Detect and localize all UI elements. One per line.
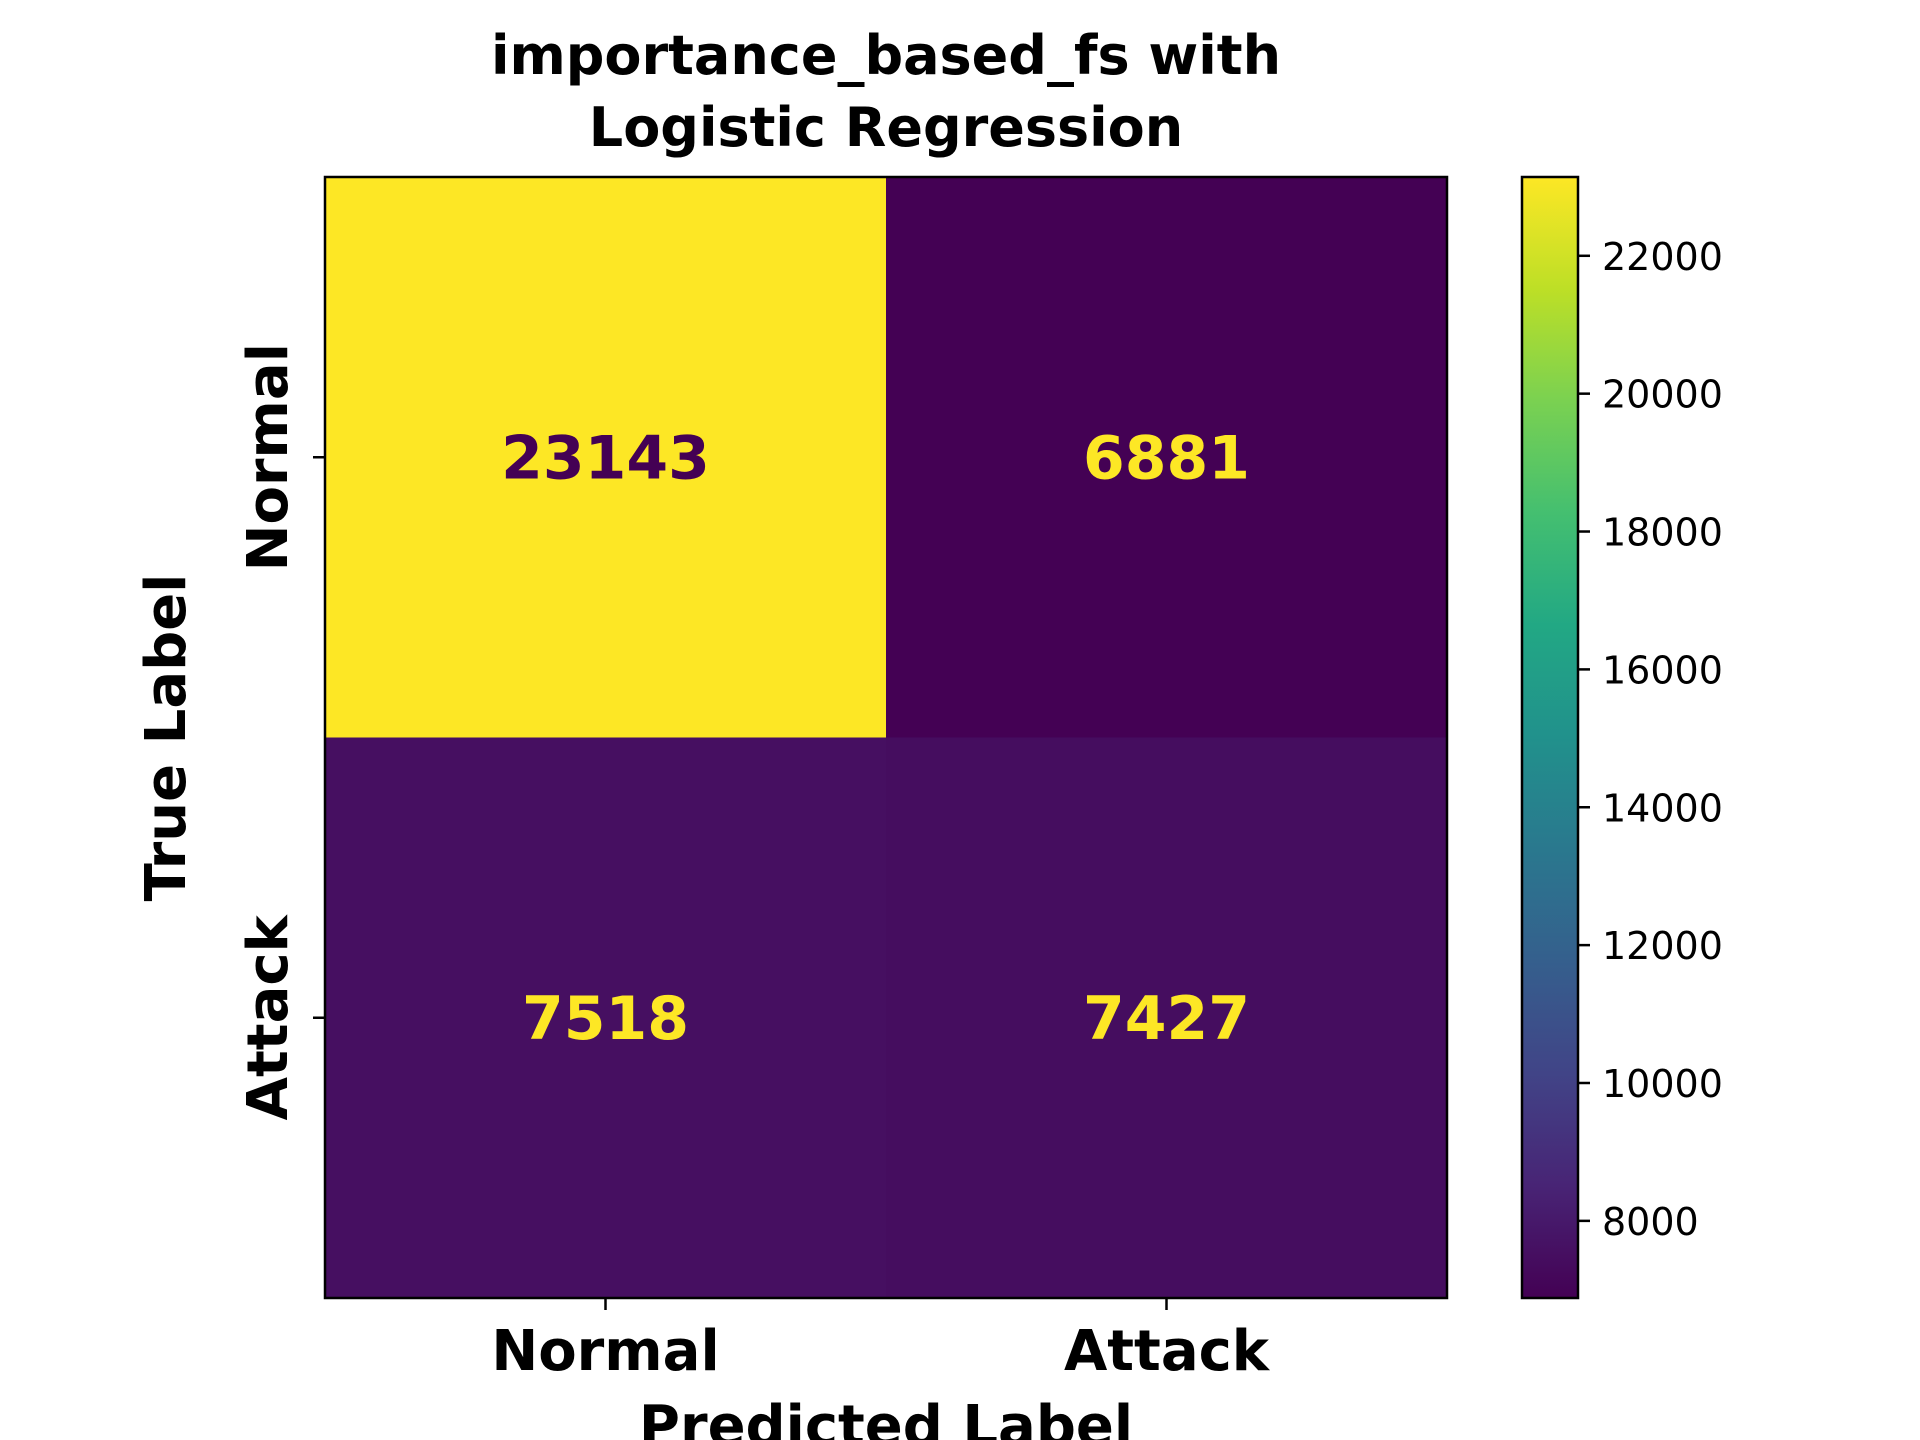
- y-tick-label: Normal: [236, 343, 301, 571]
- y-axis-label: True Label: [134, 574, 199, 902]
- chart-title: importance_based_fs with Logistic Regress…: [491, 24, 1281, 159]
- colorbar-tick-label: 10000: [1602, 1062, 1723, 1106]
- colorbar-tick-label: 14000: [1602, 786, 1723, 830]
- chart-title-line: Logistic Regression: [589, 96, 1183, 159]
- heatmap-cell: [325, 737, 887, 1299]
- colorbar-tick-label: 16000: [1602, 648, 1723, 692]
- heatmap-cells: [325, 177, 1448, 1299]
- heatmap-cell-label: 23143: [501, 423, 710, 493]
- colorbar-frame: [1520, 175, 1580, 1300]
- y-axis-ticks: Normal Attack: [236, 343, 325, 1120]
- heatmap-cell-label: 6881: [1083, 423, 1250, 493]
- x-tick-label: Attack: [1064, 1319, 1271, 1384]
- colorbar-tick-label: 20000: [1602, 373, 1723, 417]
- colorbar-tick-label: 12000: [1602, 924, 1723, 968]
- chart-title-line: importance_based_fs with: [491, 24, 1281, 87]
- plot-frame: [323, 175, 1449, 1300]
- colorbar-tick-label: 18000: [1602, 511, 1723, 555]
- heatmap-cell: [886, 737, 1448, 1299]
- x-tick-label: Normal: [491, 1319, 719, 1384]
- heatmap-cell: [325, 177, 887, 738]
- x-axis-label: Predicted Label: [639, 1394, 1133, 1440]
- heatmap-cell-label: 7427: [1083, 984, 1250, 1054]
- colorbar: [1522, 177, 1578, 1298]
- heatmap-cell-labels: 23143 6881 7518 7427: [501, 423, 1250, 1054]
- y-tick-label: Attack: [236, 913, 301, 1120]
- x-axis-ticks: Normal Attack: [491, 1298, 1271, 1384]
- colorbar-ticks: 8000 10000 12000 14000 16000 18000 20000 22000: [1578, 235, 1723, 1244]
- colorbar-tick-label: 22000: [1602, 235, 1723, 279]
- heatmap-cell-label: 7518: [522, 984, 689, 1054]
- colorbar-tick-label: 8000: [1602, 1200, 1699, 1244]
- heatmap-cell: [886, 177, 1448, 738]
